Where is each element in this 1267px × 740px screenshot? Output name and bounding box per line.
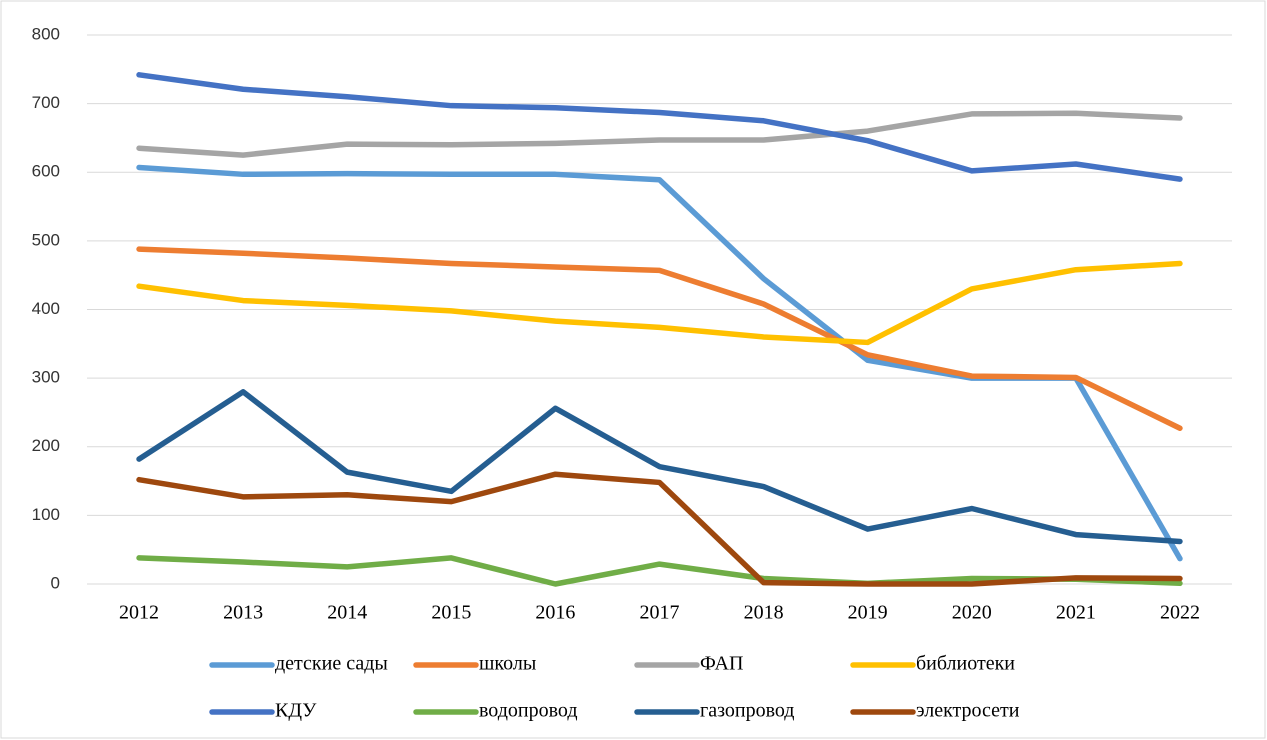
- series-line: [136, 555, 1183, 587]
- x-tick-label: 2022: [1160, 602, 1200, 624]
- series-line: [136, 260, 1183, 346]
- y-tick-label: 200: [32, 436, 60, 455]
- legend-label: детские сады: [275, 653, 388, 675]
- legend-label: электросети: [916, 700, 1020, 722]
- y-tick-label: 100: [32, 505, 60, 524]
- legend-label: КДУ: [275, 700, 317, 722]
- x-tick-label: 2016: [535, 602, 575, 624]
- y-tick-label: 700: [32, 93, 60, 112]
- series-line: [136, 110, 1183, 158]
- y-tick-label: 500: [32, 230, 60, 249]
- x-tick-label: 2018: [744, 602, 784, 624]
- legend-label: библиотеки: [916, 653, 1015, 675]
- y-tick-label: 400: [32, 299, 60, 318]
- y-tick-label: 300: [32, 368, 60, 387]
- y-tick-label: 0: [51, 573, 60, 592]
- legend-label: ФАП: [700, 653, 743, 675]
- y-tick-label: 800: [32, 24, 60, 43]
- legend-label: водопровод: [479, 700, 578, 722]
- series-line: [136, 471, 1183, 587]
- x-tick-label: 2019: [848, 602, 888, 624]
- x-tick-label: 2021: [1056, 602, 1096, 624]
- x-tick-label: 2012: [119, 602, 159, 624]
- x-tick-label: 2014: [327, 602, 367, 624]
- y-tick-label: 600: [32, 162, 60, 181]
- x-tick-label: 2017: [640, 602, 680, 624]
- legend-label: школы: [479, 653, 536, 675]
- series-line: [136, 72, 1183, 182]
- x-tick-label: 2015: [431, 602, 471, 624]
- legend-label: газопровод: [700, 700, 794, 722]
- series-line: [136, 246, 1183, 431]
- series-line: [136, 389, 1183, 545]
- x-tick-label: 2013: [223, 602, 263, 624]
- x-tick-label: 2020: [952, 602, 992, 624]
